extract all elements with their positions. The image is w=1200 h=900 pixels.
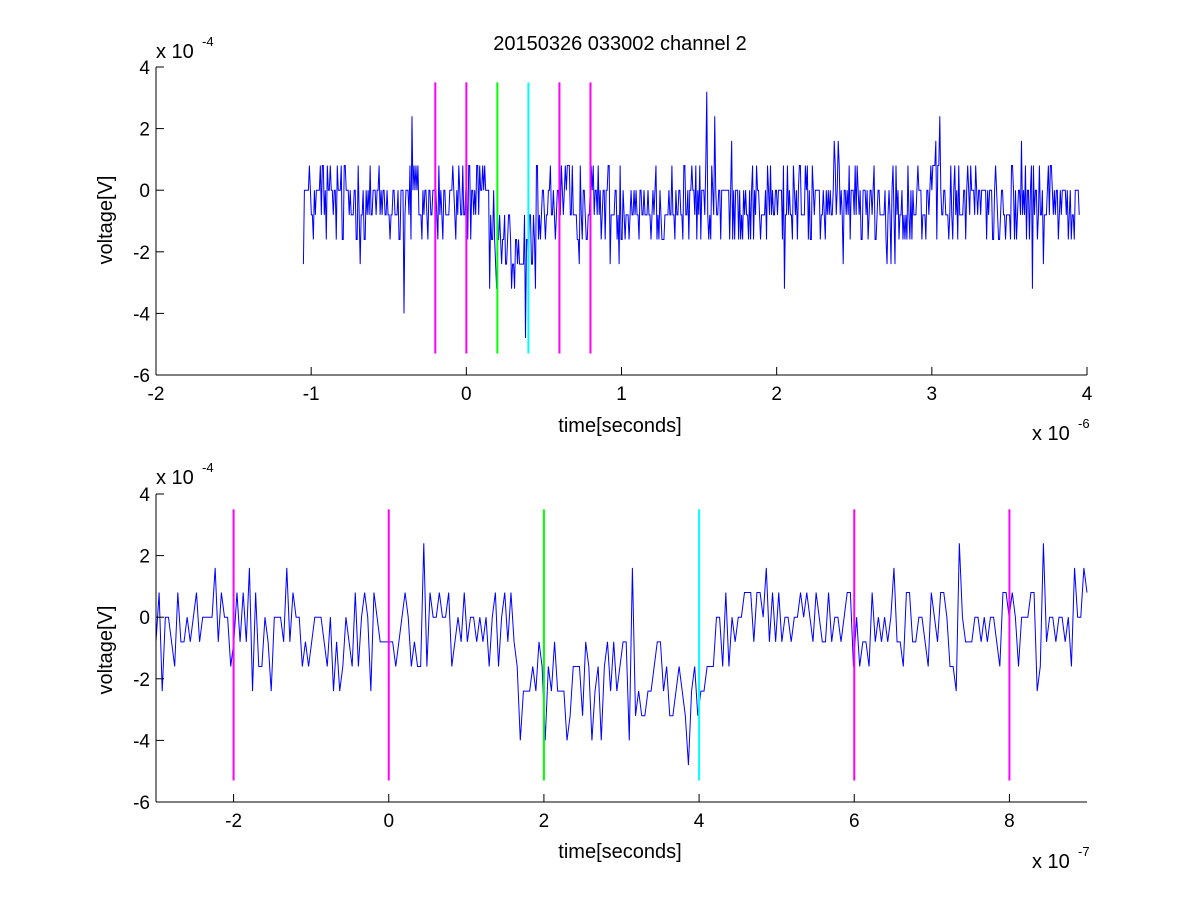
bottom-x-tick-label: 6 [849, 811, 860, 832]
top-x-axis-label: time[seconds] [558, 415, 681, 437]
top-plot: 20150326 033002 channel 2 time[seconds] … [95, 33, 1093, 445]
bottom-signal-trace [155, 543, 1088, 766]
top-x-multiplier: x 10 -6 [1032, 416, 1090, 445]
top-y-tick-label: 2 [139, 120, 150, 141]
bottom-y-tick-label: 4 [139, 485, 150, 506]
top-x-tick-label: -1 [303, 384, 320, 405]
bottom-y-tick-label: 0 [139, 608, 150, 629]
bottom-x-multiplier-exponent: -7 [1078, 844, 1090, 859]
top-signal-trace [302, 91, 1080, 339]
bottom-x-tick-label: -2 [225, 811, 242, 832]
bottom-x-tick-label: 4 [694, 811, 705, 832]
bottom-y-axis-label: voltage[V] [95, 606, 117, 695]
top-x-tick-label: -2 [148, 384, 165, 405]
top-x-tick-label: 2 [771, 384, 782, 405]
bottom-x-multiplier-base: x 10 [1032, 851, 1070, 873]
top-y-multiplier: x 10 -4 [156, 34, 214, 63]
bottom-y-tick-label: -4 [133, 731, 150, 752]
bottom-y-multiplier-base: x 10 [156, 467, 194, 489]
bottom-y-tick-label: -6 [133, 793, 150, 814]
top-y-tick-label: 4 [139, 58, 150, 79]
bottom-y-multiplier: x 10 -4 [156, 460, 214, 489]
bottom-plot: time[seconds] voltage[V] x 10 -4 x 10 -7… [95, 460, 1090, 873]
top-y-multiplier-base: x 10 [156, 41, 194, 63]
top-y-tick-label: 0 [139, 181, 150, 202]
bottom-y-tick-label: 2 [139, 547, 150, 568]
top-y-tick-label: -4 [133, 304, 150, 325]
top-x-tick-label: 4 [1082, 384, 1093, 405]
top-y-multiplier-exponent: -4 [202, 34, 214, 49]
bottom-y-tick-label: -2 [133, 670, 150, 691]
chart-title: 20150326 033002 channel 2 [493, 33, 747, 55]
top-y-tick-label: -6 [133, 366, 150, 387]
top-x-multiplier-exponent: -6 [1078, 416, 1090, 431]
bottom-x-tick-label: 2 [539, 811, 550, 832]
bottom-x-tick-label: 0 [383, 811, 394, 832]
top-x-tick-label: 1 [616, 384, 627, 405]
top-y-axis-label: voltage[V] [95, 176, 117, 265]
top-x-multiplier-base: x 10 [1032, 423, 1070, 445]
bottom-y-multiplier-exponent: -4 [202, 460, 214, 475]
top-y-tick-label: -2 [133, 243, 150, 264]
top-x-tick-label: 3 [927, 384, 938, 405]
bottom-x-multiplier: x 10 -7 [1032, 844, 1090, 873]
bottom-x-tick-label: 8 [1004, 811, 1015, 832]
top-x-tick-label: 0 [461, 384, 472, 405]
bottom-x-axis-label: time[seconds] [558, 841, 681, 863]
